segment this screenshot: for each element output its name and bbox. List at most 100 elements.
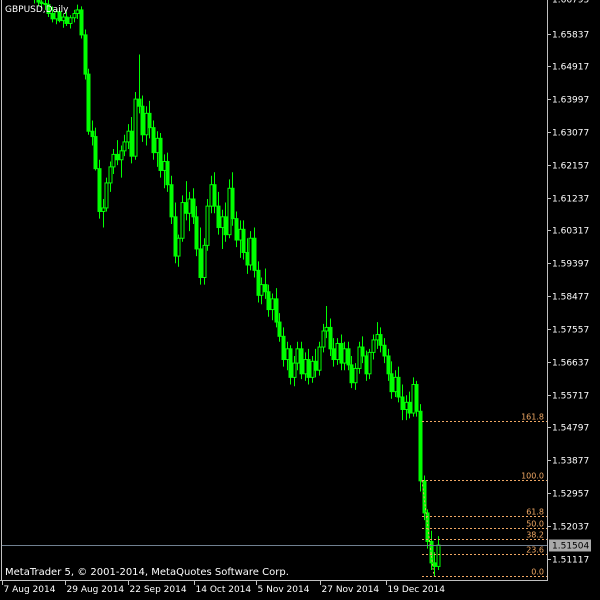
candle [241, 220, 246, 260]
candle [288, 345, 293, 385]
y-tick-label: 1.53877 [552, 457, 589, 467]
candle-body-bear [400, 396, 405, 410]
candle-body-bear [266, 291, 271, 311]
candle [57, 8, 62, 23]
fib-level-label: 61.8 [526, 508, 544, 517]
candle-body-bull [292, 362, 297, 378]
candle [34, 0, 35, 4]
candle [43, 0, 48, 10]
copyright-text: MetaTrader 5, © 2001-2014, MetaQuotes So… [5, 567, 289, 578]
y-tick-label: 1.51117 [552, 556, 589, 566]
candle [151, 120, 156, 160]
candle [263, 268, 268, 299]
candle [173, 202, 178, 264]
candle [169, 175, 174, 224]
candle [194, 206, 199, 257]
y-tick-label: 1.65837 [552, 31, 589, 41]
candle-body-bear [281, 335, 286, 361]
candle-body-bull [367, 351, 372, 375]
axes-layer: 1.66795 1.65837 1.64917 1.63997 1.63077 1.621… [0, 0, 589, 595]
candle [414, 380, 419, 417]
candle-body-bear [256, 269, 261, 296]
candle-body-bull [317, 346, 322, 371]
candle [357, 341, 362, 374]
candle-body-bear [194, 216, 199, 250]
candle [36, 0, 41, 7]
candle [86, 68, 91, 135]
candle-body-bull [111, 153, 116, 168]
candle-body-bull [321, 330, 326, 348]
candle-body-bear [97, 168, 102, 212]
candle [108, 161, 113, 192]
fib-level-label: 100.0 [521, 472, 544, 481]
candle [180, 195, 185, 242]
candle [342, 341, 347, 371]
candle-body-bull [324, 326, 329, 332]
candle [230, 172, 235, 226]
candle [115, 140, 120, 166]
candle-body-bear [36, 0, 41, 3]
y-tick-label: 1.66795 [552, 0, 589, 6]
candle [79, 6, 84, 39]
candle-body-bear [173, 216, 178, 257]
candle-body-bear [418, 410, 423, 482]
current-price-label: 1.51504 [552, 542, 589, 552]
y-tick-label: 1.54797 [552, 424, 589, 434]
fib-trend-line [421, 480, 435, 577]
candle [46, 0, 51, 18]
candle [133, 91, 138, 160]
candle [328, 318, 333, 356]
y-tick-label: 1.52037 [552, 523, 589, 533]
candle-body-bull [72, 12, 77, 19]
candle-body-bull [133, 98, 138, 157]
x-tick-label: 29 Aug 2014 [67, 585, 125, 595]
candle-body-bear [64, 16, 69, 24]
candle-body-bear [39, 1, 44, 4]
candle [266, 284, 271, 317]
candle-body-bear [277, 321, 282, 337]
candle-body-bull [371, 339, 376, 353]
candle [306, 348, 311, 385]
candle [295, 341, 300, 371]
candle [119, 145, 124, 178]
candle [223, 202, 228, 242]
fib-level-label: 23.6 [526, 546, 544, 555]
candle-body-bear [158, 137, 163, 171]
candle-body-bear [349, 364, 354, 384]
candle-body-bull [119, 150, 124, 161]
x-tick-label: 5 Nov 2014 [258, 585, 310, 595]
candle-body-bear [165, 161, 170, 186]
candle [317, 341, 322, 376]
candle-body-bull [187, 198, 192, 214]
fibonacci-retracement[interactable]: 161.8 100.0 61.8 50.0 38.2 23.6 0.0 [421, 413, 547, 577]
candle [97, 159, 102, 219]
fib-level-label: 50.0 [526, 520, 544, 529]
candle-body-bear [43, 2, 48, 6]
candle [137, 54, 142, 114]
candle-body-bear [328, 326, 333, 350]
candle [378, 327, 383, 353]
candle [216, 191, 221, 235]
candle [198, 227, 203, 285]
candle-body-bear [137, 98, 142, 107]
candle-body-bear [382, 344, 387, 357]
candle [299, 341, 304, 380]
candle-body-bear [147, 112, 152, 129]
x-tick-label: 7 Aug 2014 [4, 585, 56, 595]
fib-level-label: 38.2 [526, 531, 544, 540]
candle [75, 4, 80, 19]
candle-body-bear [129, 130, 134, 157]
candle-body-bull [259, 284, 264, 296]
candle [64, 11, 69, 26]
candle-body-bear [407, 401, 412, 414]
y-tick-label: 1.57557 [552, 326, 589, 336]
candle [371, 334, 376, 360]
candle-body-bear [198, 248, 203, 278]
candle-body-bear [57, 11, 62, 22]
candle-body-bear [79, 9, 84, 36]
current-price-tag [549, 539, 591, 552]
candle-body-bear [288, 348, 293, 378]
candle-body-bear [378, 334, 383, 346]
y-tick-label: 1.55717 [552, 392, 589, 402]
